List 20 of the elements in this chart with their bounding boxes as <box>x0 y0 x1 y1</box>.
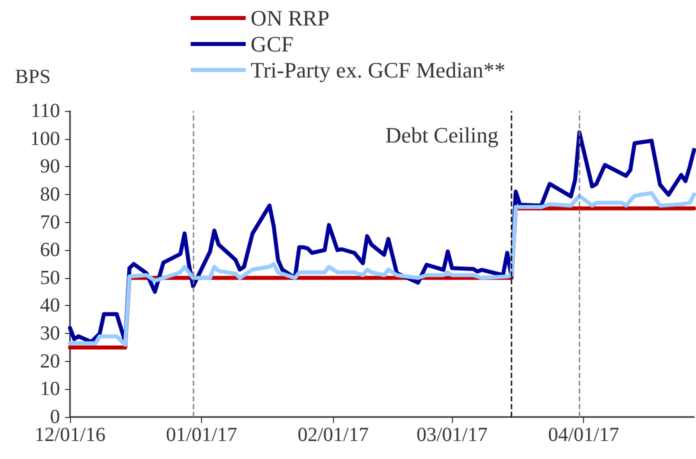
ref-line-label: Debt Ceiling <box>385 122 498 148</box>
y-axis-title: BPS <box>15 66 51 88</box>
x-tick-label: 03/01/17 <box>416 424 488 446</box>
legend-label: Tri-Party ex. GCF Median** <box>250 58 506 82</box>
y-tick-label: 40 <box>40 294 60 317</box>
y-tick-label: 80 <box>40 183 60 206</box>
y-tick-label: 30 <box>40 322 60 345</box>
x-tick-label: 02/01/17 <box>298 424 369 446</box>
y-tick-label: 20 <box>40 350 60 372</box>
y-tick-label: 110 <box>30 100 60 122</box>
y-tick-label: 100 <box>30 128 60 150</box>
y-tick-label: 10 <box>40 378 60 400</box>
y-tick-label: 50 <box>40 266 60 289</box>
y-tick-label: 60 <box>40 239 60 262</box>
legend-label: ON RRP <box>250 6 330 30</box>
y-tick-label: 70 <box>40 211 60 234</box>
x-tick-label: 04/01/17 <box>548 424 620 446</box>
legend-label: GCF <box>250 32 294 56</box>
x-tick-label: 01/01/17 <box>166 424 238 446</box>
y-tick-label: 90 <box>40 156 60 178</box>
